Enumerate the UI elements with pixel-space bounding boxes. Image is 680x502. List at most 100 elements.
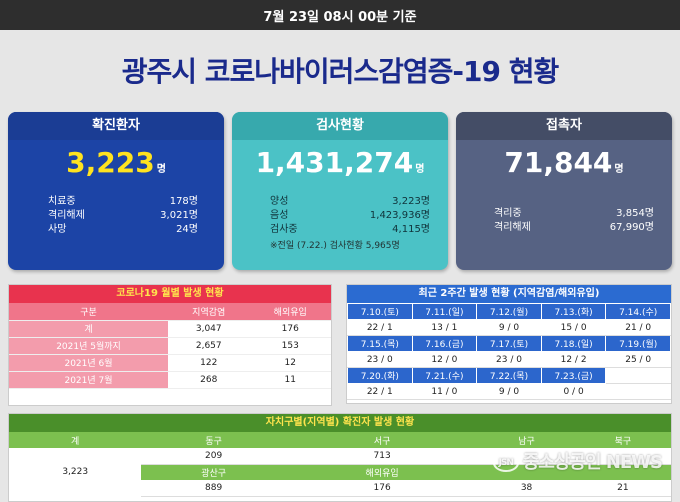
- stat-row: 치료중 178명: [48, 196, 198, 207]
- tests-note: ※전일 (7.22.) 검사현황 5,965명: [270, 241, 400, 251]
- column-header: 해외유입: [249, 303, 331, 321]
- total-label: 계: [9, 432, 142, 448]
- date-cell: 7.13.(화): [540, 303, 607, 320]
- value-row: 22 / 1 13 / 1 9 / 0 15 / 0 21 / 0: [347, 319, 671, 336]
- reference-date: 7월 23일 08시 00분 기준: [263, 10, 417, 25]
- date-cell: 7.12.(월): [476, 303, 542, 320]
- value-cell: 12 / 0: [411, 351, 478, 368]
- table-row: 계 동구 서구 남구 북구: [9, 432, 671, 448]
- recent-table: 7.10.(토) 7.11.(일) 7.12.(월) 7.13.(화) 7.14…: [347, 303, 671, 400]
- stat-row: 검사중 4,115명: [270, 224, 430, 235]
- district-header: 동구: [141, 432, 286, 448]
- tests-card: 검사현황 1,431,274 명 양성 3,223명 음성 1,423,936명 검사…: [232, 112, 448, 270]
- monthly-table: 구분 지역감염 해외유입 계 3,047 176 2021년 5월까지 2,65…: [9, 303, 331, 389]
- table-row: 2021년 6월 122 12: [9, 354, 331, 372]
- date-cell: 7.23.(금): [540, 367, 607, 384]
- date-cell: 7.11.(일): [411, 303, 478, 320]
- date-cell: 7.18.(일): [540, 335, 607, 352]
- value-row: 23 / 0 12 / 0 23 / 0 12 / 2 25 / 0: [347, 351, 671, 368]
- date-cell: 7.17.(토): [476, 335, 542, 352]
- value-cell: 9 / 0: [476, 319, 542, 336]
- district-header: [574, 464, 671, 480]
- table-cell: 268: [168, 371, 250, 389]
- value-cell: 0 / 0: [540, 383, 607, 400]
- district-title: 자치구별(지역별) 확진자 발생 현황: [9, 414, 671, 432]
- value-cell: [605, 383, 671, 400]
- date-cell: 7.19.(월): [605, 335, 671, 352]
- value-cell: 21 / 0: [605, 319, 671, 336]
- value-cell: 9 / 0: [476, 383, 542, 400]
- date-row: 7.15.(목) 7.16.(금) 7.17.(토) 7.18.(일) 7.19…: [347, 335, 671, 352]
- row-label: 2021년 5월까지: [9, 337, 168, 355]
- stat-row: 양성 3,223명: [270, 196, 430, 207]
- row-label: 계: [9, 320, 168, 338]
- value-row: 22 / 1 11 / 0 9 / 0 0 / 0: [347, 383, 671, 400]
- value-cell: 15 / 0: [540, 319, 607, 336]
- table-row: 계 3,047 176: [9, 320, 331, 338]
- stat-row: 격리중 3,854명: [494, 208, 654, 219]
- tests-total: 1,431,274 명: [255, 146, 425, 179]
- date-cell: 7.10.(토): [347, 303, 413, 320]
- total-value: 3,223: [9, 448, 142, 496]
- row-label: 2021년 6월: [9, 354, 168, 372]
- page-title: 광주시 코로나바이러스감염증-19 현황: [121, 55, 559, 88]
- value-cell: 11 / 0: [411, 383, 478, 400]
- district-header: 북구: [574, 432, 671, 448]
- stat-row: 음성 1,423,936명: [270, 210, 430, 221]
- watermark-text: 중소상공인 NEWS: [522, 452, 663, 473]
- column-header: 지역감염: [168, 303, 250, 321]
- contacts-breakdown: 격리중 3,854명 격리해제 67,990명: [494, 204, 654, 233]
- district-value: 38: [478, 480, 575, 497]
- date-cell: 7.22.(목): [476, 367, 542, 384]
- district-header: 광산구: [141, 464, 286, 480]
- date-row: 7.10.(토) 7.11.(일) 7.12.(월) 7.13.(화) 7.14…: [347, 303, 671, 320]
- recent-panel: 최근 2주간 발생 현황 (지역감염/해외유입) 7.10.(토) 7.11.(…: [346, 284, 672, 404]
- confirmed-breakdown: 치료중 178명 격리해제 3,021명 사망 24명: [48, 192, 198, 235]
- value-cell: 25 / 0: [605, 351, 671, 368]
- district-value: 209: [141, 448, 286, 465]
- contacts-card: 접촉자 71,844 명 격리중 3,854명 격리해제 67,990명: [456, 112, 672, 270]
- recent-title: 최근 2주간 발생 현황 (지역감염/해외유입): [347, 285, 671, 303]
- contacts-card-label: 접촉자: [456, 112, 672, 140]
- stat-row: 사망 24명: [48, 224, 198, 235]
- value-cell: 23 / 0: [476, 351, 542, 368]
- district-value: 21: [574, 480, 671, 497]
- empty-cell: [605, 367, 671, 384]
- value-cell: 22 / 1: [347, 383, 413, 400]
- table-row: 889 176 38 21: [9, 480, 671, 497]
- district-panel: 자치구별(지역별) 확진자 발생 현황 계 동구 서구 남구 북구 3,223 …: [8, 413, 672, 502]
- value-cell: 23 / 0: [347, 351, 413, 368]
- table-cell: 12: [249, 354, 331, 372]
- district-header: 해외유입: [285, 464, 479, 480]
- district-value: 889: [141, 480, 286, 497]
- top-bar: 7월 23일 08시 00분 기준: [0, 0, 680, 30]
- monthly-panel: 코로나19 월별 발생 현황 구분 지역감염 해외유입 계 3,047 176 …: [8, 284, 332, 406]
- table-cell: 2,657: [168, 337, 250, 355]
- date-cell: 7.21.(수): [411, 367, 478, 384]
- table-cell: 11: [249, 371, 331, 389]
- date-cell: 7.16.(금): [411, 335, 478, 352]
- tests-breakdown: 양성 3,223명 음성 1,423,936명 검사중 4,115명: [270, 192, 430, 235]
- district-value: 713: [285, 448, 479, 465]
- watermark: JSN 중소상공인 NEWS: [492, 448, 663, 474]
- contacts-total: 71,844 명: [504, 146, 624, 179]
- table-cell: 153: [249, 337, 331, 355]
- table-cell: 122: [168, 354, 250, 372]
- table-cell: 176: [249, 320, 331, 338]
- stat-row: 격리해제 67,990명: [494, 222, 654, 233]
- table-row: 광산구 해외유입: [9, 464, 671, 480]
- district-table: 계 동구 서구 남구 북구 3,223 209 713 광산구 해외유입 889…: [9, 432, 671, 497]
- date-cell: 7.15.(목): [347, 335, 413, 352]
- district-header: 서구: [285, 432, 479, 448]
- date-cell: 7.14.(수): [605, 303, 671, 320]
- table-header-row: 구분 지역감염 해외유입: [9, 303, 331, 321]
- table-row: 2021년 5월까지 2,657 153: [9, 337, 331, 355]
- district-value: 176: [285, 480, 479, 497]
- confirmed-card: 확진환자 3,223 명 치료중 178명 격리해제 3,021명 사망 24명: [8, 112, 224, 270]
- table-row: 2021년 7월 268 11: [9, 371, 331, 389]
- watermark-logo-icon: JSN: [492, 454, 519, 472]
- district-header: 남구: [478, 432, 575, 448]
- value-cell: 13 / 1: [411, 319, 478, 336]
- column-header: 구분: [9, 303, 168, 321]
- confirmed-total: 3,223 명: [66, 146, 166, 179]
